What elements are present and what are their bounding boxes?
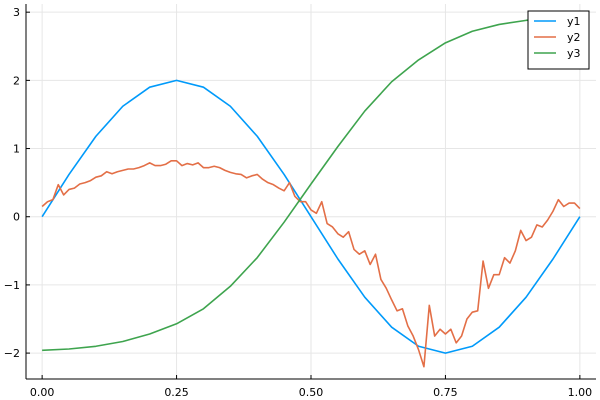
grid <box>26 4 596 379</box>
legend-label-y3: y3 <box>567 47 581 60</box>
y-tick-label: 1 <box>13 143 20 156</box>
series-layer <box>41 16 581 368</box>
legend-label-y1: y1 <box>567 15 581 28</box>
x-tick-label: 0.25 <box>164 386 189 399</box>
x-tick-label: 0.00 <box>30 386 55 399</box>
y-tick-label: 3 <box>13 6 20 19</box>
series-line-y2 <box>41 160 581 368</box>
axes <box>25 4 596 380</box>
series-line-y1 <box>41 79 581 354</box>
tick-labels: 0.00 0.25 0.50 0.75 1.00 −2 −1 0 1 2 3 <box>4 6 592 399</box>
x-tick-label: 0.50 <box>299 386 324 399</box>
y-tick-label: 2 <box>13 74 20 87</box>
x-tick-label: 1.00 <box>568 386 593 399</box>
y-tick-label: 0 <box>13 211 20 224</box>
y-tick-label: −1 <box>4 279 20 292</box>
y-tick-label: −2 <box>4 347 20 360</box>
x-tick-label: 0.75 <box>433 386 458 399</box>
legend: y1 y2 y3 <box>527 10 590 70</box>
legend-label-y2: y2 <box>567 31 581 44</box>
series-line-y3 <box>42 16 580 352</box>
